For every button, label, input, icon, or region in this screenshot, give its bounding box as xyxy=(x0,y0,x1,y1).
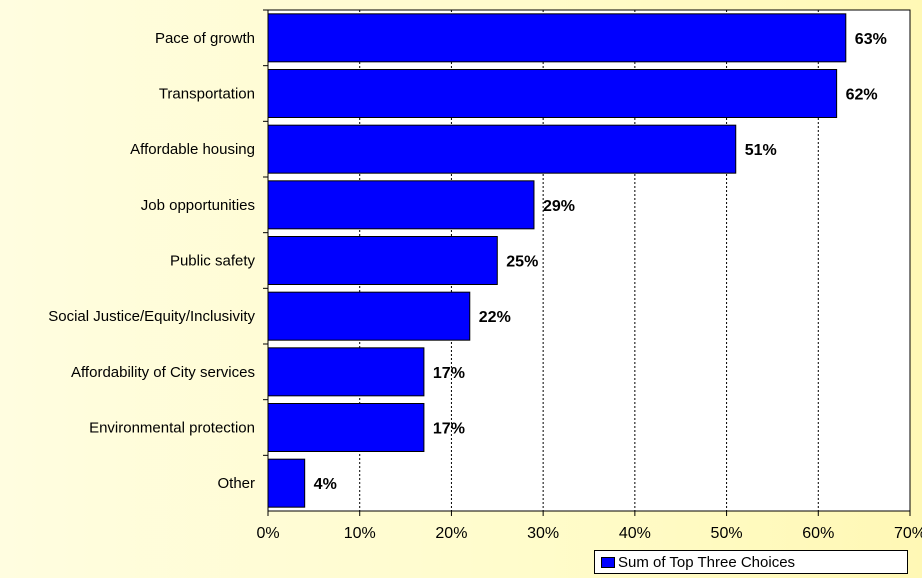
data-label: 17% xyxy=(433,365,465,382)
x-tick-label: 10% xyxy=(344,525,376,542)
bar xyxy=(267,291,471,341)
data-label: 63% xyxy=(855,31,887,48)
data-label: 17% xyxy=(433,421,465,438)
data-label: 25% xyxy=(506,254,538,271)
data-label: 22% xyxy=(479,309,511,326)
bar xyxy=(267,13,847,63)
category-label: Affordability of City services xyxy=(71,364,255,381)
x-tick-label: 60% xyxy=(802,525,834,542)
data-label: 29% xyxy=(543,198,575,215)
bar xyxy=(267,403,425,452)
data-label: 4% xyxy=(314,476,337,493)
category-label: Affordable housing xyxy=(130,141,255,158)
x-tick-label: 30% xyxy=(527,525,559,542)
category-label: Environmental protection xyxy=(89,420,255,437)
x-tick-label: 70% xyxy=(894,525,922,542)
category-label: Other xyxy=(217,475,255,492)
x-tick-label: 0% xyxy=(256,525,279,542)
category-label: Pace of growth xyxy=(155,30,255,47)
bar xyxy=(267,69,838,118)
bar xyxy=(267,458,306,508)
data-label: 51% xyxy=(745,142,777,159)
category-label: Public safety xyxy=(170,253,256,270)
x-tick-label: 20% xyxy=(435,525,467,542)
x-tick-label: 40% xyxy=(619,525,651,542)
legend-swatch xyxy=(601,556,615,568)
bar xyxy=(267,347,425,397)
legend-label: Sum of Top Three Choices xyxy=(618,553,796,571)
category-label: Job opportunities xyxy=(141,197,255,214)
bar xyxy=(267,124,737,174)
legend: Sum of Top Three Choices xyxy=(594,550,908,574)
category-label: Transportation xyxy=(159,86,255,103)
x-tick-label: 50% xyxy=(711,525,743,542)
bar xyxy=(267,180,535,230)
plot-border xyxy=(267,9,911,512)
bar xyxy=(267,236,498,285)
category-label: Social Justice/Equity/Inclusivity xyxy=(48,308,255,325)
data-label: 62% xyxy=(846,87,878,104)
